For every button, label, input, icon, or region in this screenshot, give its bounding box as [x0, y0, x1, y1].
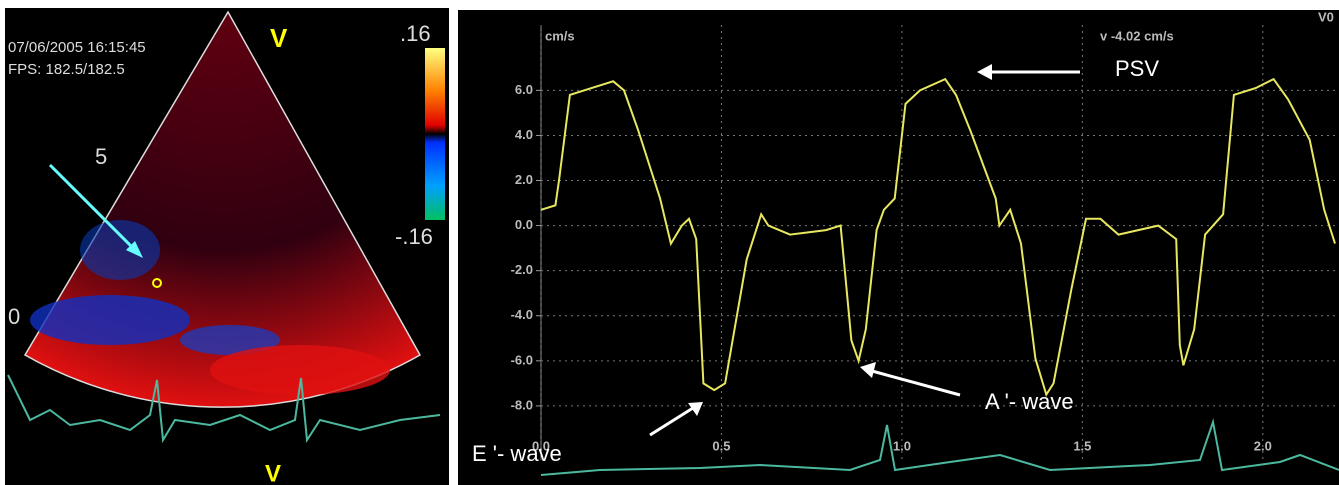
y-tick-label: -4.0 [511, 307, 533, 322]
color-patch [80, 220, 160, 280]
arrow-head [126, 241, 143, 258]
y-tick-label: 6.0 [515, 82, 533, 97]
arrow-head [977, 64, 992, 80]
depth-label: 5 [95, 144, 107, 169]
depth-label: 0 [8, 304, 20, 329]
color-patch [180, 325, 280, 355]
y-tick-label: 4.0 [515, 127, 533, 142]
annotation: A '- wave [985, 389, 1074, 414]
arrow-head [860, 362, 876, 378]
y-tick-label: 0.0 [515, 217, 533, 232]
y-tick-label: -8.0 [511, 397, 533, 412]
marker: V [270, 23, 288, 53]
arrow-head [688, 402, 703, 416]
annotation: PSV [1115, 56, 1159, 81]
marker: V [265, 460, 281, 485]
fps: FPS: 182.5/182.5 [8, 61, 125, 78]
axis-unit: cm/s [545, 28, 575, 43]
velocity-trace [540, 77, 1336, 397]
y-tick-label: 2.0 [515, 172, 533, 187]
y-tick-label: -6.0 [511, 352, 533, 367]
arrow [649, 406, 694, 437]
scale-max: .16 [400, 21, 431, 46]
y-tick-label: -2.0 [511, 262, 533, 277]
arrow [871, 369, 961, 397]
color-bar [425, 48, 445, 220]
corner-label: V0 [1318, 9, 1334, 24]
sample-volume [152, 278, 162, 288]
arrow [48, 163, 137, 252]
ecg-trace [7, 374, 441, 444]
ecg-trace [540, 418, 1339, 476]
timestamp: 07/06/2005 16:15:45 [8, 39, 146, 56]
color-patch [30, 295, 190, 345]
annotation: E '- wave [472, 441, 562, 466]
doppler-panel [458, 10, 1339, 485]
color-patch [210, 345, 390, 395]
readout: v -4.02 cm/s [1100, 28, 1174, 43]
scale-min: -.16 [395, 224, 433, 249]
